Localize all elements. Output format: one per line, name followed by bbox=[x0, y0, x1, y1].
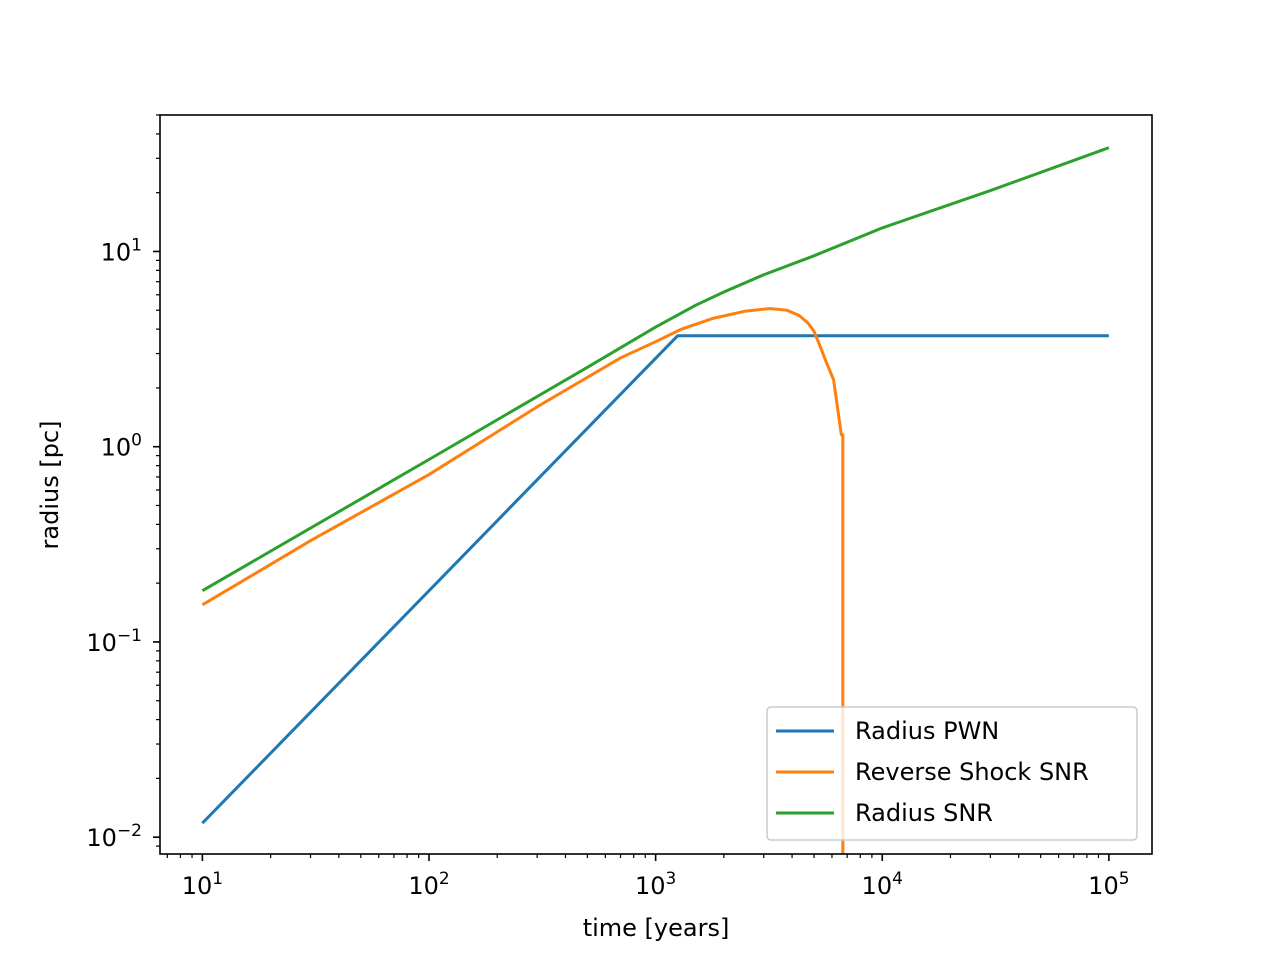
x-tick-label: 102 bbox=[408, 869, 449, 900]
y-tick-label: 10−1 bbox=[86, 626, 142, 657]
legend-box bbox=[766, 706, 1138, 841]
x-tick-label: 104 bbox=[862, 869, 903, 900]
x-axis: 101 102 103 104 105 bbox=[166, 854, 1130, 900]
legend-label-2: Reverse Shock SNR bbox=[855, 758, 1089, 786]
x-tick-label: 101 bbox=[182, 869, 223, 900]
series-line-2 bbox=[201, 307, 845, 854]
legend-label-1: Radius PWN bbox=[855, 717, 999, 745]
x-tick-label: 105 bbox=[1088, 869, 1129, 900]
series-line-3 bbox=[201, 146, 1110, 592]
series-layer bbox=[201, 146, 1110, 854]
series-line-1 bbox=[201, 334, 1109, 825]
y-tick-label: 101 bbox=[101, 235, 142, 266]
x-axis-label: time [years] bbox=[583, 914, 730, 942]
y-axis: 10−2 10−1 100 101 bbox=[86, 114, 160, 852]
x-tick-label: 103 bbox=[635, 869, 676, 900]
legend-label-3: Radius SNR bbox=[855, 799, 993, 827]
y-tick-label: 100 bbox=[101, 431, 142, 462]
y-axis-label: radius [pc] bbox=[36, 421, 64, 550]
y-tick-label: 10−2 bbox=[86, 821, 142, 852]
legend: Radius PWN Reverse Shock SNR Radius SNR bbox=[766, 706, 1138, 841]
